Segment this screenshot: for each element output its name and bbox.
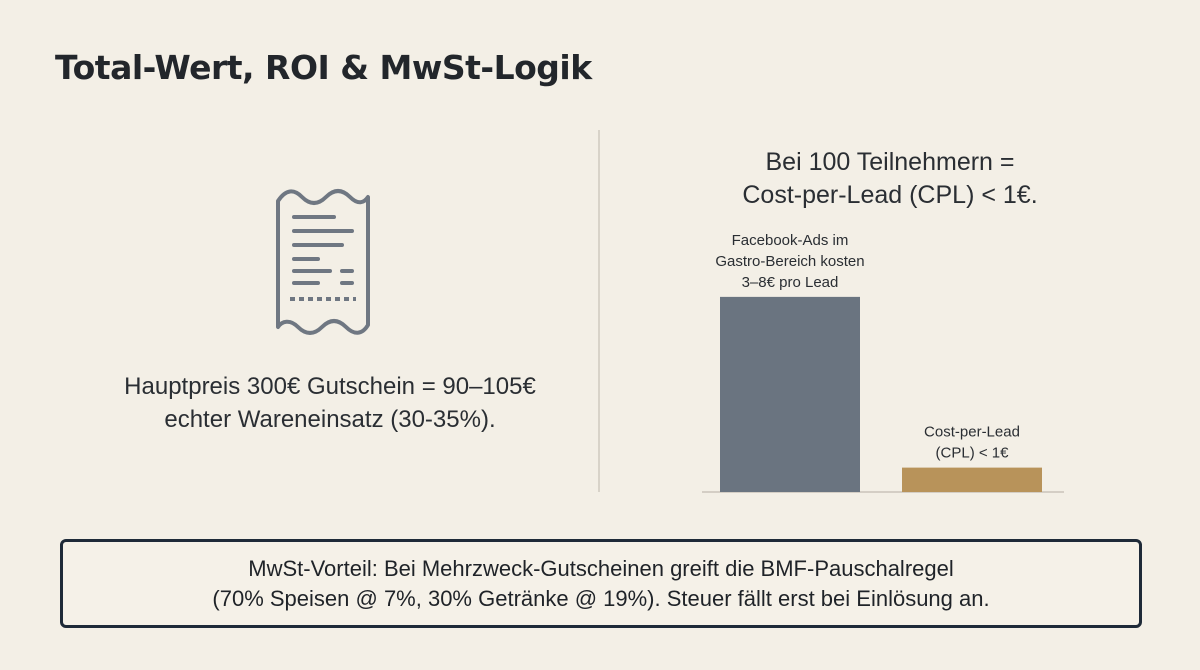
- prize-value-line-1: Hauptpreis 300€ Gutschein = 90–105€: [124, 373, 536, 400]
- chart-bar-2-label: (CPL) < 1€: [936, 445, 1010, 462]
- vat-callout-line-2: (70% Speisen @ 7%, 30% Getränke @ 19%). …: [212, 585, 990, 611]
- chart-bar-2: [902, 467, 1042, 492]
- chart-bar-1-label: Gastro-Bereich kosten: [715, 253, 864, 270]
- chart-bar-1: [720, 296, 860, 492]
- chart-bar-2-label: Cost-per-Lead: [924, 424, 1020, 441]
- cpl-headline-line-2: Cost-per-Lead (CPL) < 1€.: [742, 181, 1038, 209]
- prize-value-text: Hauptpreis 300€ Gutschein = 90–105€ echt…: [60, 370, 600, 436]
- column-divider: [598, 130, 600, 492]
- vat-callout-line-1: MwSt-Vorteil: Bei Mehrzweck-Gutscheinen …: [248, 555, 954, 581]
- chart-bar-1-label: 3–8€ pro Lead: [742, 274, 839, 291]
- vat-callout-box: MwSt-Vorteil: Bei Mehrzweck-Gutscheinen …: [60, 539, 1142, 628]
- receipt-icon: [276, 189, 370, 335]
- cpl-bar-chart: Facebook-Ads im Gastro-Bereich kosten 3–8€…: [702, 232, 1064, 493]
- cpl-headline: Bei 100 Teilnehmern = Cost-per-Lead (CPL…: [680, 146, 1100, 212]
- prize-value-line-2: echter Wareneinsatz (30-35%).: [164, 406, 496, 433]
- chart-bar-1-label: Facebook-Ads im: [732, 232, 849, 249]
- page-title: Total-Wert, ROI & MwSt-Logik: [55, 48, 592, 87]
- cpl-headline-line-1: Bei 100 Teilnehmern =: [765, 148, 1015, 176]
